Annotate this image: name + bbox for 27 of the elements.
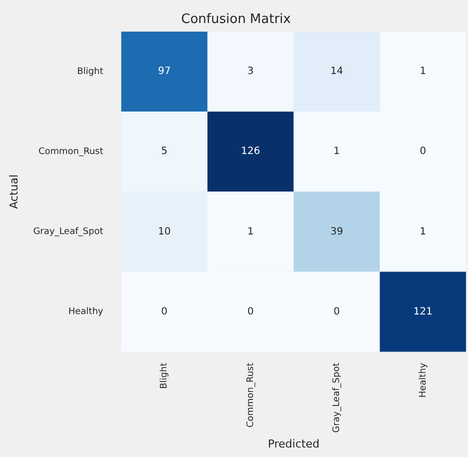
text: Confusion Matrix: [181, 12, 292, 28]
data-label: 10: [158, 226, 171, 238]
y-tick-label: Blight: [77, 66, 104, 77]
data-label: 3: [247, 66, 254, 78]
data-label: 1: [420, 226, 426, 238]
x-axis-title: Predicted: [268, 437, 320, 450]
y-axis-title: Actual: [7, 174, 20, 209]
x-tick-label: Healthy: [418, 362, 428, 398]
data-label: 0: [334, 306, 340, 318]
y-tick-label: Healthy: [68, 307, 104, 318]
data-label: 121: [413, 306, 432, 318]
data-label: 39: [330, 226, 344, 238]
data-label: 97: [158, 66, 171, 78]
data-label: 5: [161, 146, 168, 158]
y-tick-label: Gray_Leaf_Spot: [33, 227, 104, 238]
data-label: 1: [420, 66, 426, 78]
data-label: 1: [334, 146, 340, 158]
data-label: 14: [330, 66, 344, 78]
data-label: 0: [247, 306, 254, 318]
x-tick-label: Common_Rust: [246, 362, 256, 428]
data-label: 0: [420, 146, 426, 158]
x-tick-label: Blight: [160, 362, 170, 389]
y-tick-label: Common_Rust: [38, 147, 104, 157]
data-label: 126: [240, 146, 260, 158]
data-label: 1: [247, 226, 254, 238]
data-label: 0: [161, 306, 168, 318]
x-tick-label: Gray_Leaf_Spot: [332, 362, 342, 433]
